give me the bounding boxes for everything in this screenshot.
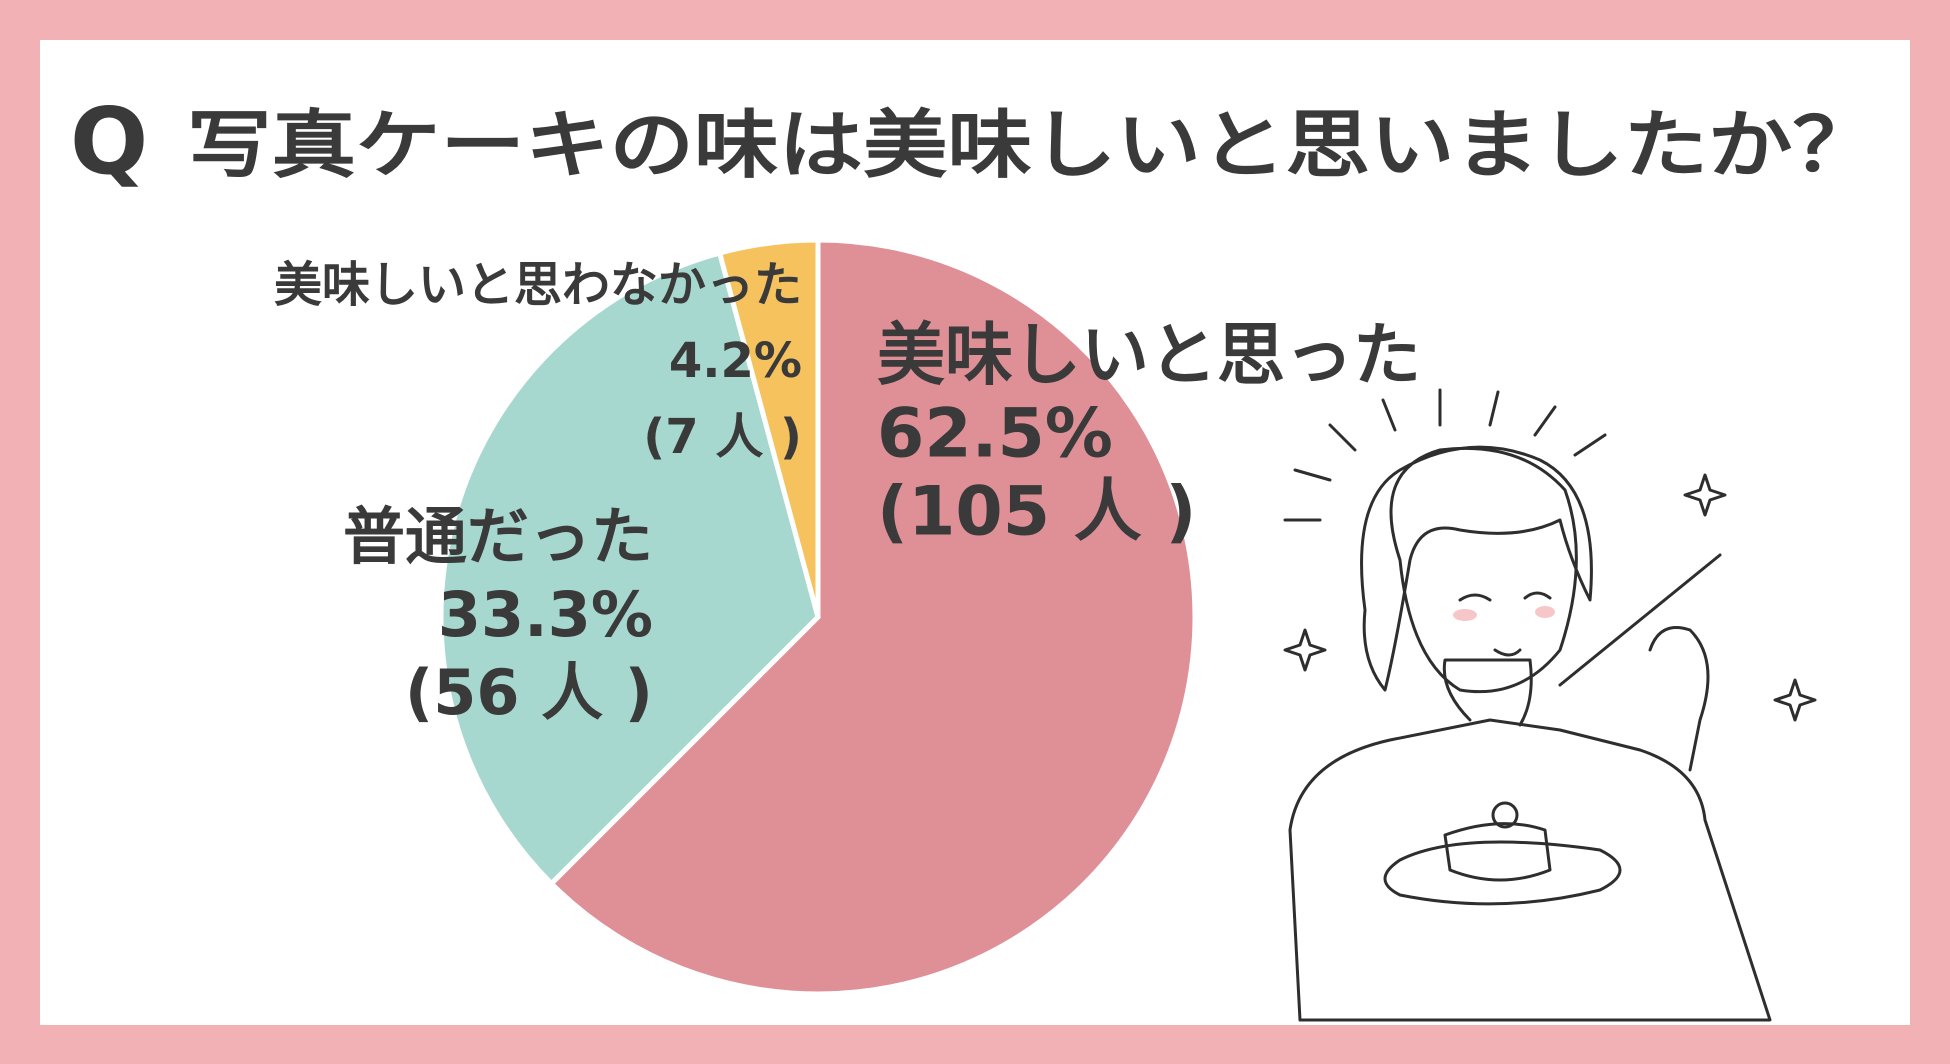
count-label: (105 人 ) <box>877 473 1196 552</box>
pie-slice <box>716 237 821 618</box>
value-label: 62.5% <box>877 395 1113 474</box>
value-label: 4.2% <box>669 333 802 389</box>
pie-slice <box>547 237 1198 997</box>
pie-slice <box>438 249 821 888</box>
illustration <box>1283 388 1817 1022</box>
title-marker: Q <box>70 88 148 195</box>
pie <box>438 237 1198 997</box>
category-label: 美味しいと思わなかった <box>274 257 802 313</box>
category-label: 普通だった <box>343 500 653 573</box>
value-label: 33.3% <box>438 578 653 651</box>
count-label: (56 人 ) <box>405 656 653 729</box>
count-label: (7 人 ) <box>643 409 802 465</box>
category-label: 美味しいと思った <box>877 317 1421 396</box>
chart-title: 写真ケーキの味は美味しいと思いましたか？ <box>187 103 1877 189</box>
